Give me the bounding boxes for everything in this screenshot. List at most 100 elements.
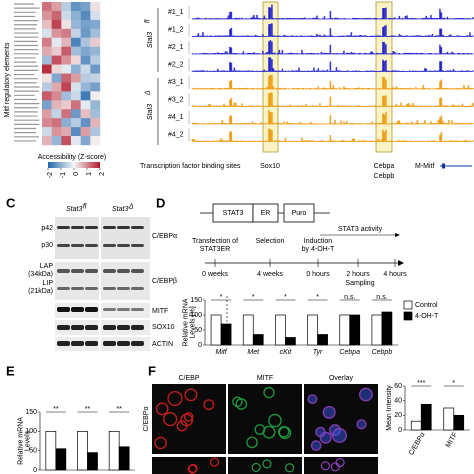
heatmap-cell	[42, 2, 52, 12]
heatmap-cell	[51, 28, 62, 38]
band-label: LIP	[42, 280, 53, 287]
heatmap-cell	[71, 19, 81, 30]
cell	[203, 399, 215, 411]
cell	[246, 436, 258, 449]
cell	[254, 424, 266, 436]
heatmap-cell	[90, 100, 101, 110]
group-label: Stat3	[112, 206, 128, 213]
blot-band	[85, 226, 98, 229]
heatmap-cell	[71, 28, 81, 38]
heatmap-cell	[42, 28, 52, 38]
blot-band	[57, 341, 70, 346]
heatmap-cell	[42, 46, 52, 56]
blot-band	[103, 226, 116, 229]
cell	[315, 426, 326, 438]
axis-label: Mitf regulatory elements	[4, 42, 11, 117]
heatmap-cell	[61, 37, 72, 47]
heatmap-cell	[80, 109, 91, 119]
site-label: Cebpb	[374, 173, 395, 180]
heatmap-cell	[61, 109, 72, 119]
construct-label: ER	[261, 210, 271, 217]
blot-band	[71, 325, 84, 330]
track-label: #4_2	[168, 131, 184, 138]
significance: *	[452, 380, 455, 387]
colorbar-tick-label: -1	[60, 172, 67, 178]
band-label: (21kDa)	[28, 288, 53, 295]
cell	[163, 411, 178, 427]
heatmap-cell	[61, 64, 72, 74]
colorbar-tick-label: 1	[86, 172, 93, 176]
time-label: 2 hours	[346, 271, 370, 278]
site-label: Sox10	[260, 163, 280, 170]
group-label: Stat3	[147, 104, 154, 120]
heatmap-cell	[51, 136, 62, 146]
cell	[176, 420, 188, 432]
heatmap-cell	[51, 10, 62, 21]
heatmap-cell	[80, 136, 91, 146]
heatmap-cell	[51, 55, 62, 65]
heatmap-cell	[90, 91, 101, 101]
cell	[330, 462, 340, 472]
heatmap-cell	[51, 127, 62, 137]
band-label: LAP	[40, 263, 54, 270]
bar	[45, 430, 57, 471]
legend-label: Control	[415, 302, 438, 309]
heatmap-cell	[61, 2, 72, 12]
heatmap-cell	[80, 100, 91, 110]
cell	[167, 390, 183, 407]
significance: *	[284, 294, 287, 301]
heatmap-cell	[42, 127, 52, 137]
heatmap-cell	[61, 118, 72, 128]
heatmap-cell	[51, 100, 62, 110]
heatmap-cell	[80, 82, 91, 92]
x-tick-label: Tyr	[313, 349, 323, 356]
heatmap-cell	[71, 127, 81, 137]
track-signal	[191, 128, 474, 142]
cell	[268, 413, 282, 428]
y-tick-label: 0	[198, 342, 202, 349]
blot-band	[85, 269, 98, 273]
tfbs-label: Transcription factor binding sites	[140, 163, 241, 170]
track-label: #3_1	[168, 79, 184, 86]
cell	[183, 412, 194, 422]
cell	[155, 402, 169, 416]
blot-band	[103, 325, 116, 330]
bar	[420, 403, 432, 431]
significance: *	[220, 294, 223, 301]
arrowhead	[395, 233, 400, 237]
heatmap-cell	[61, 100, 72, 110]
heatmap-cell	[42, 118, 52, 128]
sampling-label: Sampling	[345, 280, 374, 287]
heatmap-cell	[71, 46, 81, 56]
bar	[77, 430, 88, 471]
cell	[359, 387, 373, 402]
heatmap-cell	[90, 2, 101, 12]
track-label: #4_1	[168, 114, 184, 121]
cell	[263, 386, 275, 399]
panel-letter: C	[6, 195, 16, 210]
arrowhead	[398, 260, 404, 266]
y-tick-label: 50	[194, 327, 202, 334]
cell	[184, 388, 198, 402]
panel-letter: F	[148, 363, 156, 378]
heatmap-cell	[90, 28, 101, 38]
heatmap-cell	[71, 136, 81, 146]
heatmap-cell	[80, 2, 91, 12]
blot-band	[71, 341, 84, 346]
blot-band	[57, 226, 70, 229]
track-signal	[191, 75, 474, 90]
heatmap-cell	[80, 10, 91, 21]
track-label: #2_1	[168, 44, 184, 51]
heatmap-cell	[51, 64, 62, 74]
legend-swatch	[403, 311, 413, 321]
blot-band	[71, 244, 84, 247]
significance: **	[116, 406, 122, 413]
heatmap-cell	[90, 136, 101, 146]
heatmap-cell	[51, 109, 62, 119]
track-signal	[191, 110, 474, 125]
protein-label: C/EBPα	[152, 233, 177, 240]
heatmap-cell	[90, 10, 101, 21]
time-label: 4 hours	[383, 271, 407, 278]
blot-band	[103, 244, 116, 247]
y-tick-label: 60	[394, 383, 402, 390]
